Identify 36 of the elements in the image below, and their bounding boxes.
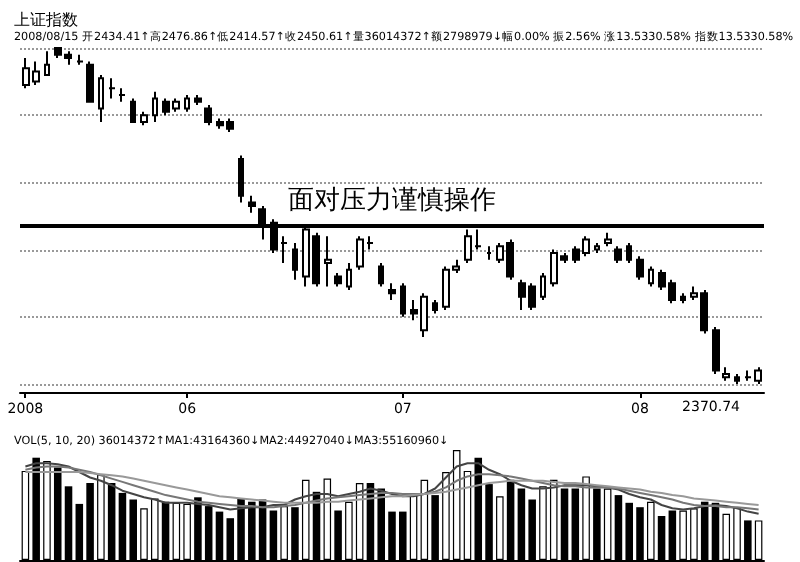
candlestick (388, 282, 396, 301)
candlestick (184, 94, 190, 113)
candlestick (722, 366, 730, 382)
candlestick (204, 104, 212, 127)
candlestick (334, 272, 342, 288)
candlestick (238, 154, 244, 204)
candlestick (540, 272, 546, 301)
candlestick (76, 53, 84, 66)
candlestick (712, 325, 720, 375)
candlestick (98, 73, 104, 123)
candlestick (378, 262, 384, 288)
candlestick (604, 231, 612, 248)
candlestick (594, 241, 600, 254)
candlestick (152, 90, 158, 123)
ref-line-label: 面对压力谨慎操作 (288, 186, 496, 217)
chart-title: 上证指数 (14, 11, 78, 29)
candlestick (486, 245, 492, 261)
candlestick (108, 77, 116, 100)
candlestick (324, 235, 332, 288)
candlestick (346, 262, 352, 291)
candlestick (292, 241, 298, 281)
candlestick (248, 194, 256, 214)
candlestick (432, 299, 438, 315)
candlestick (86, 60, 94, 103)
candlestick (614, 245, 622, 265)
candlestick (734, 372, 740, 385)
candlestick (636, 255, 644, 281)
candlestick (626, 241, 632, 265)
candlestick (118, 87, 126, 103)
candlestick (130, 97, 136, 123)
candlestick (44, 50, 50, 76)
candlestick (648, 265, 654, 288)
candlestick (194, 94, 202, 107)
candlestick (140, 110, 148, 127)
candlestick (400, 282, 406, 318)
candlestick (680, 292, 686, 305)
